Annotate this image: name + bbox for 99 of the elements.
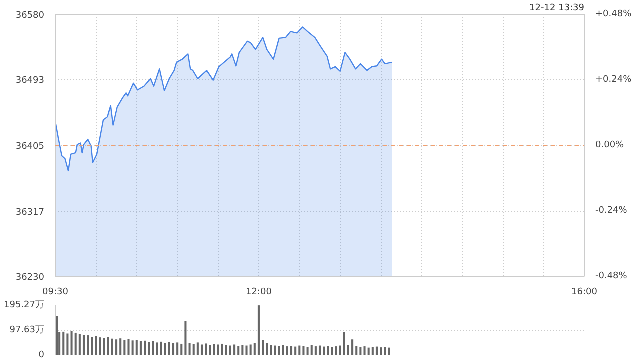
bar	[87, 336, 90, 356]
bar	[229, 346, 232, 356]
y-tick-label: 36580	[16, 11, 45, 21]
bar	[335, 346, 338, 356]
bar	[172, 343, 175, 356]
bar	[376, 346, 378, 356]
bar	[221, 344, 224, 356]
bar	[360, 347, 362, 356]
text: 12-12 13:39	[530, 4, 585, 14]
bar	[128, 339, 130, 356]
bar	[318, 346, 322, 356]
bar	[254, 343, 256, 356]
bar	[331, 347, 334, 356]
y2-tick-label: -0.24%	[596, 206, 628, 216]
bar	[78, 334, 81, 356]
bar	[176, 342, 179, 356]
bar	[339, 346, 342, 356]
bar	[160, 342, 162, 356]
bar	[144, 340, 146, 356]
bar	[66, 334, 69, 356]
bar	[74, 332, 77, 356]
bar	[124, 340, 126, 356]
y2-tick-label: 0.00%	[596, 140, 625, 150]
bar	[327, 346, 330, 356]
bar	[205, 344, 208, 356]
bar	[184, 321, 187, 356]
bar	[209, 345, 212, 356]
bar	[306, 347, 309, 356]
bar	[266, 343, 268, 356]
x-tick-label: 12:00	[246, 288, 272, 298]
bar	[140, 341, 142, 356]
bar	[156, 342, 158, 356]
y2-tick-label: +0.48%	[596, 10, 632, 20]
bar	[192, 344, 195, 356]
y-tick-label: 97.63万	[10, 326, 44, 336]
y-tick-label: 36493	[16, 76, 45, 86]
bar	[314, 346, 317, 356]
bar	[148, 342, 150, 356]
bar	[225, 345, 228, 356]
bar	[278, 346, 280, 356]
bar	[290, 346, 293, 356]
bar	[120, 338, 122, 356]
bar	[213, 344, 216, 356]
bar	[103, 338, 106, 356]
bar	[111, 338, 114, 356]
bar	[62, 332, 65, 356]
bar	[246, 346, 248, 356]
bar	[234, 344, 236, 356]
bar	[107, 337, 110, 356]
bar	[168, 342, 170, 356]
bar	[364, 346, 366, 356]
y-tick-label: 36405	[16, 142, 45, 152]
bar	[298, 346, 301, 356]
bar	[56, 316, 58, 356]
bar	[238, 346, 240, 356]
bar	[200, 344, 204, 356]
y-tick-label: 195.27万	[4, 300, 45, 310]
bar	[368, 348, 370, 356]
bar	[302, 346, 305, 356]
bar	[372, 347, 374, 356]
bar	[343, 332, 346, 356]
bar	[347, 345, 350, 356]
y2-tick-label: +0.24%	[596, 75, 632, 85]
bar	[352, 340, 354, 356]
y2-tick-label: -0.48%	[596, 272, 628, 282]
x-tick-label: 09:30	[42, 288, 69, 298]
bar	[180, 344, 183, 356]
y-tick-label: 0	[38, 350, 45, 360]
y-tick-label: 36230	[16, 273, 45, 283]
bar	[388, 348, 390, 356]
bar	[270, 345, 272, 356]
bar	[99, 338, 102, 356]
x-tick-label: 16:00	[572, 288, 598, 298]
bar	[196, 342, 199, 356]
bar	[217, 344, 220, 356]
bar	[91, 337, 94, 356]
bar	[258, 306, 260, 356]
bar	[188, 343, 191, 356]
bar	[82, 335, 85, 356]
bar	[310, 345, 313, 356]
bar	[323, 346, 326, 356]
bar	[95, 336, 98, 356]
bar	[116, 340, 118, 356]
bar	[152, 341, 154, 356]
bar	[250, 344, 252, 356]
bar	[274, 346, 276, 356]
bar	[380, 348, 382, 356]
bar	[294, 346, 297, 356]
bar	[384, 347, 386, 356]
bar	[286, 346, 288, 356]
bar	[70, 331, 73, 356]
y-tick-label: 36317	[16, 208, 45, 218]
bar	[262, 340, 264, 356]
bar	[164, 343, 166, 356]
bar	[282, 345, 284, 356]
bar	[132, 340, 134, 356]
bar	[136, 340, 138, 356]
bar	[242, 345, 244, 356]
bar	[356, 346, 358, 356]
